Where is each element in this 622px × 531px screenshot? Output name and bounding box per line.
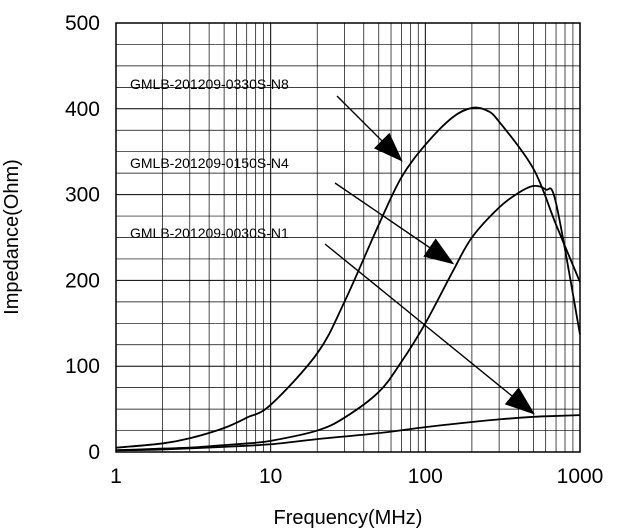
annotation-arrow: [334, 182, 455, 265]
series-annotation-label: GMLB-201209-0330S-N8: [130, 76, 289, 92]
y-tick-label: 300: [65, 184, 100, 207]
x-tick-label: 100: [408, 465, 443, 488]
x-tick-label: 1: [110, 465, 122, 488]
y-tick-label: 400: [65, 98, 100, 121]
x-axis-title: Frequency(MHz): [274, 507, 423, 529]
y-tick-label: 200: [65, 269, 100, 292]
series-line-2: [115, 184, 581, 452]
tick-labels: 1 10 100 1000 0 100 200 300 400 500: [65, 12, 603, 488]
series-annotations: GMLB-201209-0330S-N8 GMLB-201209-0150S-N4…: [130, 76, 535, 415]
series-line-1: [115, 106, 581, 449]
y-tick-label: 0: [88, 441, 100, 464]
annotation-arrow: [324, 243, 535, 415]
series-annotation-label: GMLB-201209-0150S-N4: [130, 155, 289, 171]
x-tick-label: 10: [259, 465, 282, 488]
y-axis-title: Impedance(Ohm): [1, 159, 23, 315]
y-tick-label: 500: [65, 12, 100, 35]
series-annotation-label: GMLB-201209-0030S-N1: [130, 225, 289, 241]
series-curves: [115, 106, 581, 452]
series-line-3: [115, 414, 581, 452]
grid-lines: [116, 23, 580, 452]
y-tick-label: 100: [65, 355, 100, 378]
plot-frame: [115, 22, 581, 453]
x-tick-label: 1000: [557, 465, 604, 488]
annotation-arrow: [336, 95, 403, 162]
